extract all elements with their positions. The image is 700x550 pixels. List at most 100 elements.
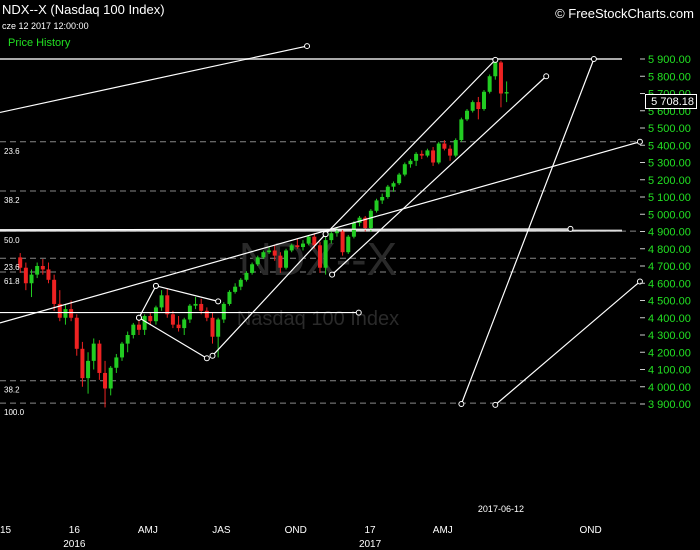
candle-body (431, 150, 436, 163)
y-tick-label: 4 100.00 (648, 365, 691, 377)
candle-body (193, 303, 198, 306)
candle-body (91, 343, 96, 361)
trendline-anchor (492, 56, 499, 63)
fib-label: 23.6 (4, 263, 20, 272)
candle-body (159, 295, 164, 308)
candle-body (120, 343, 125, 358)
candle-body (74, 317, 79, 349)
candle-body (114, 357, 119, 368)
candle-body (408, 160, 413, 165)
candle-body (29, 274, 34, 284)
y-tick-label: 5 400.00 (648, 140, 691, 152)
candle-body (227, 291, 232, 304)
candle-body (301, 243, 305, 248)
trendline-anchor (636, 138, 643, 145)
candle-body (153, 307, 158, 322)
y-tick-label: 3 900.00 (648, 399, 691, 411)
candle-body (470, 102, 475, 111)
x-tick-label: JAS (212, 525, 231, 536)
trendline-anchor (543, 73, 550, 80)
candle-body (80, 348, 85, 379)
candle-body (148, 316, 153, 322)
candle-body (419, 153, 424, 156)
candle-body (425, 150, 430, 156)
trendline-anchor (152, 282, 159, 289)
candle-body (284, 250, 289, 268)
trendlines (0, 43, 643, 408)
candle-body (385, 186, 390, 197)
fib-labels: 23.6 38.2 50.0 23.6 61.8 38.2 100.0 (4, 147, 25, 417)
x-tick-label: AMJ (433, 525, 453, 536)
watermark-name: Nasdaq 100 Index (237, 308, 399, 330)
candle-body (204, 310, 209, 318)
candle-body (233, 286, 238, 292)
candle-body (481, 91, 486, 110)
candle-body (261, 252, 266, 258)
y-tick-label: 4 600.00 (648, 278, 691, 290)
y-tick-label: 5 200.00 (648, 175, 691, 187)
candle-body (448, 148, 453, 156)
trendline-anchor (492, 401, 499, 408)
candle-body (103, 372, 108, 389)
fib-label: 38.2 (4, 386, 20, 395)
candle-body (131, 324, 136, 335)
candle-body (272, 250, 277, 256)
trendline-anchor (322, 231, 329, 238)
candle-body (125, 335, 130, 344)
x-tick-label: 16 (69, 525, 81, 536)
trendline (155, 285, 219, 302)
trendline-anchor (215, 298, 222, 305)
fib-label: 38.2 (4, 196, 20, 205)
candle-body (329, 233, 334, 241)
candle-body (317, 245, 322, 268)
y-tick-label: 5 000.00 (648, 209, 691, 221)
trendline-anchor (329, 271, 336, 278)
candle-body (312, 236, 317, 246)
candle-body (459, 119, 464, 141)
candle-body (357, 217, 362, 223)
trendline (138, 285, 157, 319)
candle-body (278, 255, 283, 268)
fib-label: 100.0 (4, 408, 25, 417)
x-year-label: 2016 (63, 539, 86, 550)
x-axis: 15 16 AMJ JAS OND 17 AMJ 2017-06-12 OND 2016 2017 (0, 504, 602, 550)
candle-body (221, 303, 226, 320)
candle-body (295, 245, 300, 248)
price-history-label[interactable]: Price History (8, 37, 71, 49)
candle-body (165, 295, 170, 315)
y-tick-label: 4 400.00 (648, 313, 691, 325)
trendline (460, 58, 595, 405)
candle-body (238, 279, 243, 287)
y-tick-label: 4 800.00 (648, 244, 691, 256)
candle-body (334, 231, 339, 234)
candle-body (498, 62, 503, 94)
trendline (331, 75, 547, 276)
candle-body (35, 266, 40, 275)
candle-body (306, 236, 311, 244)
candle-body (368, 210, 373, 229)
candle-body (52, 279, 57, 304)
candle-body (57, 303, 62, 318)
candle-body (504, 92, 509, 94)
candle-body (363, 217, 368, 229)
candle-body (210, 317, 215, 337)
trendline-anchor (209, 352, 216, 359)
candles (18, 59, 509, 408)
candle-body (442, 143, 447, 149)
candle-body (69, 309, 74, 318)
candle-body (250, 264, 255, 273)
candle-body (136, 324, 141, 330)
trendline-anchor (355, 309, 362, 316)
trendline (0, 228, 571, 231)
candle-body (402, 164, 407, 175)
x-year-label: 2017 (359, 539, 382, 550)
x-tick-label: OND (580, 525, 602, 536)
candle-body (414, 153, 419, 161)
trendline (138, 317, 208, 359)
candle-body (199, 303, 204, 311)
candle-body (346, 236, 351, 253)
trendline-anchor (567, 225, 574, 232)
y-tick-label: 5 100.00 (648, 192, 691, 204)
candle-body (216, 319, 221, 337)
